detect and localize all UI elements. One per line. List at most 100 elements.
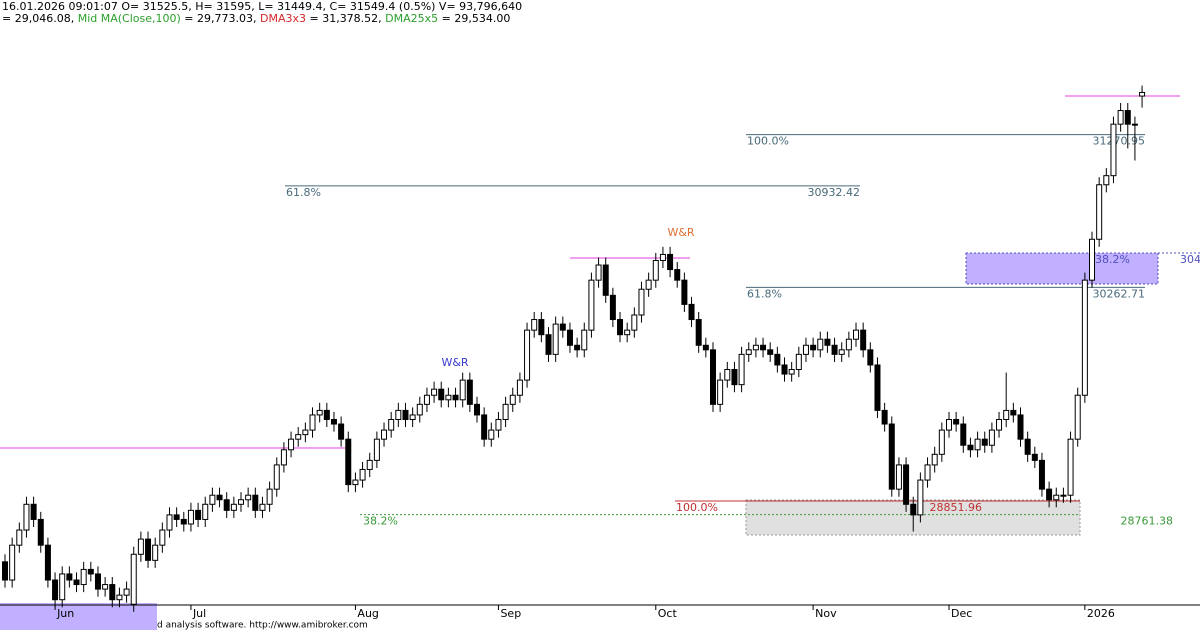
candle-body (388, 418, 395, 431)
candle-body (681, 279, 688, 305)
fib-value-label: 28761.38 (1121, 515, 1174, 528)
candle-body (545, 334, 552, 355)
candle-body (330, 418, 337, 425)
candle-body (373, 438, 380, 461)
candle-body (23, 503, 30, 531)
candle-body (1010, 409, 1017, 416)
candle-body (223, 499, 230, 511)
candle-body (1067, 438, 1074, 496)
candle-body (659, 253, 666, 261)
candle-body (130, 553, 137, 605)
fib-level-label: 61.8% (286, 186, 321, 199)
candle-body (845, 338, 852, 351)
candle-body (180, 518, 187, 525)
candle-body (37, 518, 44, 546)
candle-body (359, 468, 366, 481)
candle-body (1074, 394, 1081, 440)
candle-body (338, 423, 345, 440)
candle-body (824, 338, 831, 346)
candle-body (481, 414, 488, 440)
candle-body (159, 529, 166, 546)
candle-body (724, 369, 731, 381)
candle-body (516, 379, 523, 396)
candle-body (409, 414, 416, 420)
candle-body (953, 418, 960, 425)
candle-body (595, 264, 602, 281)
candle-body (116, 594, 123, 601)
candle-body (52, 579, 59, 601)
candle-body (502, 403, 509, 420)
candle-body (352, 479, 359, 486)
candle-body (195, 509, 202, 520)
candle-body (266, 488, 273, 505)
candle-body (230, 503, 237, 511)
candle-body (888, 423, 895, 490)
candle-body (273, 464, 280, 490)
candle-body (66, 573, 73, 581)
candle-body (924, 464, 931, 481)
candle-body (381, 429, 388, 440)
fib-level-label: 61.8% (747, 287, 782, 300)
candle-body (667, 253, 674, 271)
zone-level-label: 38.2% (1095, 253, 1130, 266)
fib-level-label: 100.0% (676, 501, 718, 514)
candle-body (1110, 123, 1117, 177)
candle-body (302, 429, 309, 436)
candle-body (717, 379, 724, 405)
candle-body (9, 544, 16, 581)
candle-body (316, 409, 323, 416)
candle-body (1089, 238, 1096, 281)
candle-body (702, 344, 709, 351)
candle-body (960, 423, 967, 446)
fib-value-label: 30932.42 (808, 186, 861, 199)
candle-body (245, 494, 252, 501)
candle-body (795, 353, 802, 371)
candle-body (910, 503, 917, 516)
candle-body (695, 319, 702, 346)
candle-body (674, 269, 681, 281)
candle-body (609, 294, 616, 321)
candle-body (1038, 459, 1045, 490)
candle-body (917, 479, 924, 516)
candle-body (280, 449, 287, 466)
candle-body (187, 509, 194, 525)
candle-body (752, 344, 759, 351)
candle-body (445, 394, 452, 401)
x-tick-label: Sep (500, 607, 521, 620)
footer: d analysis software. http://www.amibroke… (157, 621, 368, 630)
x-tick-label: Dec (951, 607, 972, 620)
candle-body (59, 573, 66, 601)
candle-body (80, 568, 87, 586)
header-line: = 29,046.08, Mid MA(Close,100) = 29,773.… (2, 12, 510, 25)
candle-body (945, 418, 952, 431)
header-segment: = 29,773.03, (181, 12, 260, 25)
candle-body (967, 444, 974, 451)
candle-body (838, 349, 845, 355)
candle-body (860, 329, 867, 351)
candle-body (631, 314, 638, 331)
candle-body (853, 329, 860, 340)
x-tick-label: Aug (357, 607, 378, 620)
candle-body (638, 288, 645, 316)
candle-body (509, 394, 516, 405)
candle-body (831, 344, 838, 355)
candle-body (295, 434, 302, 440)
candle-body (574, 344, 581, 351)
candle-body (895, 464, 902, 490)
header-segment: 16.01.2026 09:01:07 O= 31525.5, H= 31595… (2, 0, 522, 13)
candle-body (452, 394, 459, 401)
candle-body (781, 364, 788, 375)
candle-body (459, 379, 466, 401)
annotation: W&R (441, 356, 468, 369)
candle-body (688, 303, 695, 321)
candle-body (1031, 453, 1038, 461)
candle-body (559, 323, 566, 331)
candle-body (252, 494, 259, 511)
candle-body (774, 353, 781, 366)
candle-body (1131, 123, 1138, 126)
candle-body (366, 459, 373, 470)
candle-body (288, 438, 295, 451)
candle-body (731, 369, 738, 386)
candle-body (209, 494, 216, 505)
candle-body (602, 264, 609, 296)
